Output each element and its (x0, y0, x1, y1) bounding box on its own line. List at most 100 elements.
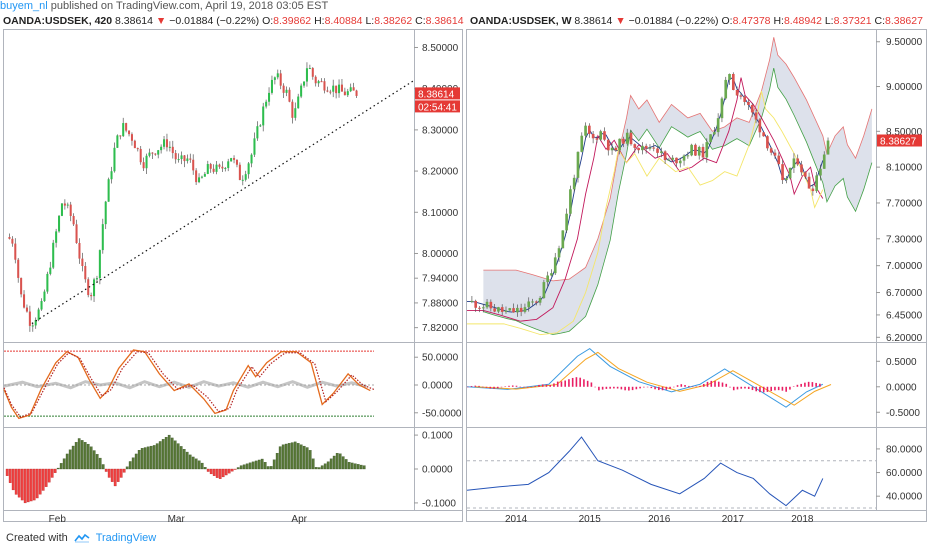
hist-bar (41, 468, 45, 491)
macd-hist-bar (729, 386, 731, 388)
hist-bar (236, 467, 240, 470)
right-candle-body (542, 282, 546, 298)
left-candle-body (23, 294, 26, 308)
hist-bar (23, 468, 27, 504)
tradingview-link[interactable]: TradingView (95, 532, 157, 544)
hist-bar (38, 468, 42, 495)
macd-hist-bar (736, 386, 739, 390)
left-xtick-label: Feb (49, 514, 67, 525)
left-timer-tag (415, 100, 460, 113)
right-candle-body (694, 144, 697, 156)
right-candle-body (516, 307, 519, 313)
right-candle-body (807, 176, 811, 189)
left-candle-body (46, 273, 49, 292)
right-xtick-label: 2017 (722, 514, 745, 525)
hist-bar (98, 457, 102, 470)
hist-bar (185, 451, 189, 470)
hist-bar (278, 446, 282, 470)
hist-bar (203, 467, 207, 470)
hist-bar (266, 466, 270, 470)
right-candle-body (800, 164, 803, 173)
hist-bar (209, 468, 213, 475)
trendline (31, 79, 415, 325)
left-candle-body (14, 243, 17, 260)
macd-hist-bar (796, 384, 799, 387)
hist-bar (341, 456, 345, 470)
author-link[interactable]: buyem_nl (0, 0, 48, 12)
left-candle-body (183, 155, 186, 162)
chart-canvas[interactable]: 8.500008.400008.300008.200008.100008.000… (0, 0, 932, 530)
left-price-ytick-label: 8.00000 (422, 249, 459, 260)
legend-right-o-label: O: (721, 15, 733, 27)
right-candle-body (762, 132, 765, 137)
left-candle-body (273, 77, 276, 80)
right-price-ytick-label: 8.10000 (886, 163, 923, 174)
left-candle-body (282, 85, 285, 93)
right-candle-body (667, 159, 671, 161)
right-candle-body (773, 152, 777, 156)
right-price-ytick-label: 9.50000 (886, 37, 923, 48)
hist-bar (263, 462, 267, 470)
legend-right-symbol[interactable]: OANDA:USDSEK, W (470, 15, 572, 27)
macd-hist-bar (470, 385, 473, 387)
left-xtick-label: Mar (168, 514, 186, 525)
left-candle-body (180, 155, 183, 160)
left-candle-body (206, 164, 209, 174)
hist-bar (248, 462, 252, 470)
right-candle-body (633, 144, 637, 148)
macd-hist-bar (508, 385, 510, 387)
right-candle-body (497, 307, 500, 312)
legend-right: OANDA:USDSEK, W 8.38614 ▼ −0.01884 (−0.2… (470, 14, 923, 28)
macd-hist-bar (601, 386, 604, 390)
legend-left-o-label: O: (262, 15, 274, 27)
hist-bar (221, 468, 225, 478)
macd-hist-bar (807, 381, 810, 387)
macd-hist-bar (553, 383, 555, 387)
hist-bar (71, 445, 75, 470)
right-candle-body (659, 151, 663, 153)
hist-bar (239, 465, 243, 470)
hist-bar (329, 458, 333, 470)
left-candle-body (233, 158, 236, 160)
right-candle-body (720, 98, 724, 119)
legend-left-symbol[interactable]: OANDA:USDSEK, 420 (3, 15, 113, 27)
right-candle-body (781, 164, 784, 181)
hist-bar (212, 468, 216, 476)
hist-bar (77, 438, 81, 470)
macd-hist-bar (781, 386, 784, 391)
left-candle-body (270, 79, 273, 93)
hist-bar (116, 468, 120, 482)
left-candle-body (34, 320, 37, 326)
macd-hist-bar (635, 386, 638, 390)
right-candle-body (489, 301, 493, 309)
macd-hist-bar (706, 381, 709, 387)
macd-hist-bar (639, 386, 641, 389)
macd-hist-bar (661, 386, 664, 391)
hist-bar (335, 453, 339, 470)
right-candle-body (686, 155, 690, 157)
macd-hist-bar (575, 377, 578, 387)
left-candle-body (224, 167, 227, 169)
left-candle-body (122, 123, 125, 137)
right-candle-body (815, 175, 818, 192)
left-candle-body (186, 158, 189, 162)
right-candle-body (747, 101, 750, 105)
macd-hist-bar (560, 381, 563, 387)
left-candle-body (84, 266, 87, 280)
macd-hist-bar (646, 386, 649, 388)
left-candle-body (174, 153, 177, 160)
left-candle-body (335, 85, 338, 94)
right-candle-body (481, 307, 485, 309)
macd-hist-bar (680, 384, 683, 387)
left-candle-body (101, 224, 104, 251)
macd-hist-bar (613, 386, 615, 389)
left-price-ytick-label: 7.88000 (422, 298, 459, 309)
left-stoch-ytick-label: 0.0000 (422, 381, 453, 392)
hist-bar (299, 444, 303, 470)
right-candle-body (569, 189, 572, 214)
right-candle-body (724, 79, 728, 99)
legend-left-h: 8.40884 (324, 15, 363, 27)
macd-hist-bar (624, 386, 626, 391)
right-candle-body (663, 151, 667, 161)
right-candle-body (792, 158, 796, 168)
